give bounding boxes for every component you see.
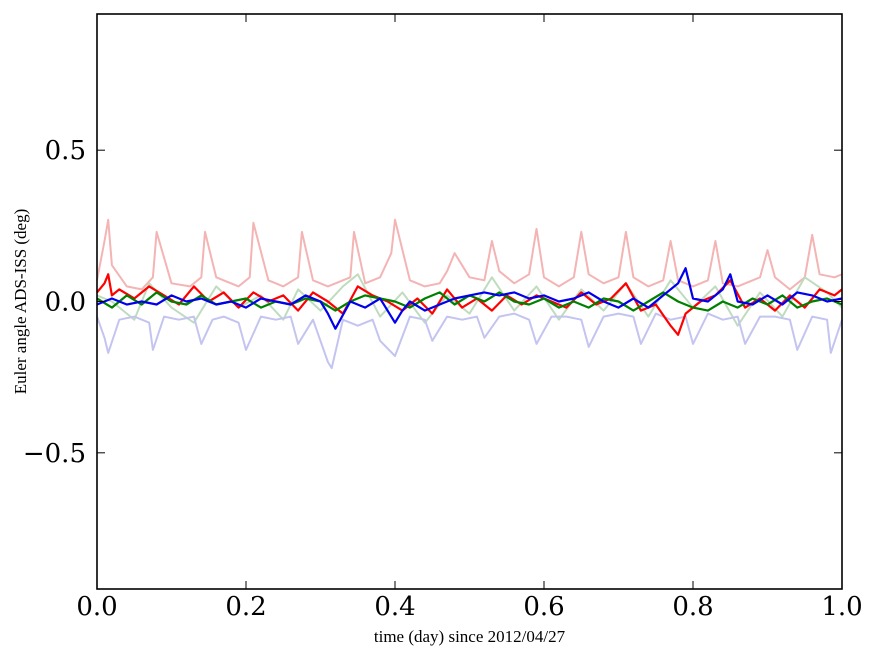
y-tick-label: 0.5 (45, 136, 86, 166)
y-tick-label: 0.0 (45, 288, 86, 318)
series-line-1 (96, 218, 843, 291)
y-axis-label: Euler angle ADS-ISS (deg) (11, 209, 30, 395)
series-layer (96, 218, 843, 370)
x-axis-label: time (day) since 2012/04/27 (374, 627, 566, 646)
x-tick-label: 1.0 (821, 592, 862, 622)
x-tick-label: 0.2 (225, 592, 266, 622)
y-tick-label: −0.5 (23, 439, 86, 469)
x-tick-label: 0.8 (672, 592, 713, 622)
x-tick-label: 0.6 (523, 592, 564, 622)
x-tick-label: 0.0 (76, 592, 117, 622)
ticks-layer: 0.0 0.2 0.4 0.6 0.8 1.0 −0.5 0.0 0.5 (23, 14, 863, 622)
series-line-3 (96, 312, 843, 370)
x-tick-label: 0.4 (374, 592, 415, 622)
series-line-6 (96, 267, 843, 330)
